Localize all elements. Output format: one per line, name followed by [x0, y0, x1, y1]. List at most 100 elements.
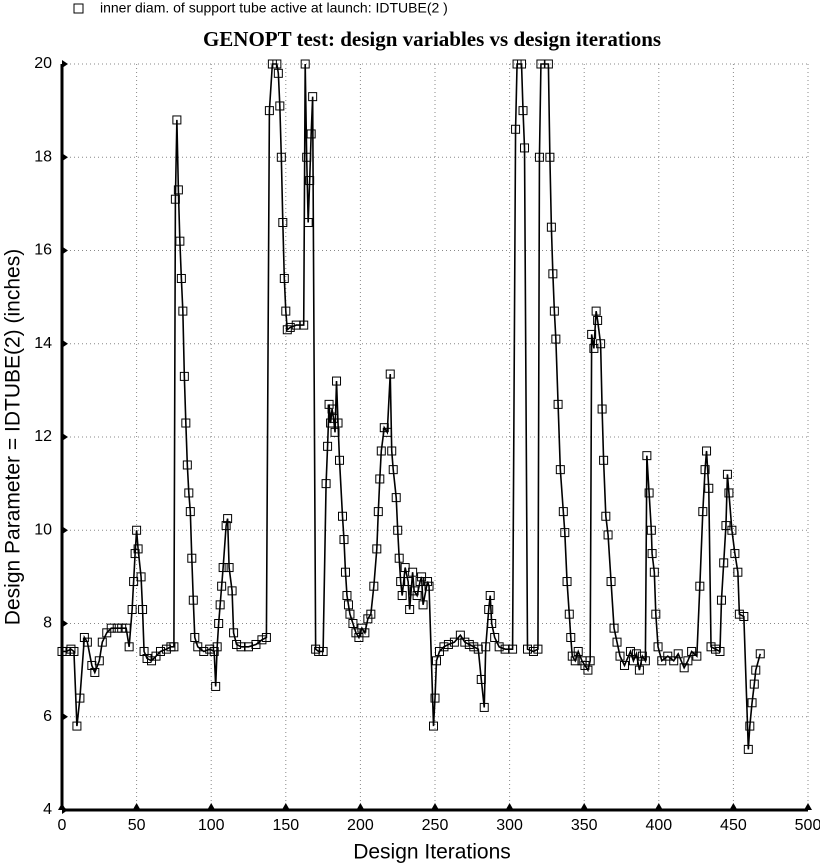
point-marker [603, 530, 613, 540]
point-marker [308, 92, 318, 102]
point-marker [417, 572, 427, 582]
point-marker [188, 595, 198, 605]
point-marker [121, 623, 131, 633]
point-marker [211, 681, 221, 691]
point-marker [583, 665, 593, 675]
y-tick-label: 8 [43, 615, 52, 632]
y-tick-label: 20 [34, 55, 52, 72]
point-marker [722, 469, 732, 479]
point-marker [619, 660, 629, 670]
point-marker [373, 507, 383, 517]
point-marker [393, 525, 403, 535]
point-marker [261, 632, 271, 642]
point-marker [500, 644, 510, 654]
point-marker [375, 474, 385, 484]
point-marker [596, 339, 606, 349]
point-marker [214, 619, 224, 628]
point-marker [640, 656, 650, 666]
point-marker [133, 544, 143, 554]
point-marker [562, 577, 572, 587]
point-marker [318, 646, 328, 656]
x-tick [356, 803, 365, 810]
x-tick-label: 500 [795, 817, 820, 834]
point-marker [551, 334, 561, 344]
point-marker [719, 558, 729, 568]
point-marker [549, 306, 559, 316]
point-marker [215, 600, 225, 610]
point-marker [606, 577, 616, 587]
point-marker [223, 514, 233, 524]
point-marker [473, 644, 483, 654]
point-marker [625, 646, 635, 656]
point-marker [396, 577, 406, 587]
point-marker [281, 306, 291, 316]
point-marker [303, 218, 313, 228]
point-marker [185, 507, 195, 517]
point-marker [129, 577, 139, 587]
point-marker [747, 698, 757, 708]
point-marker [227, 586, 237, 596]
point-marker [545, 152, 555, 162]
point-marker [224, 563, 234, 573]
point-marker [555, 465, 565, 475]
point-marker [173, 185, 183, 195]
point-marker [520, 143, 530, 153]
x-tick-label: 200 [347, 817, 374, 834]
point-marker [209, 646, 219, 656]
point-marker [533, 644, 543, 654]
point-marker [649, 567, 659, 577]
point-marker [430, 693, 440, 703]
point-marker [408, 567, 418, 577]
point-marker [172, 115, 182, 125]
point-marker [609, 623, 619, 633]
point-marker [285, 322, 295, 332]
point-marker [403, 577, 413, 587]
point-marker [343, 600, 353, 610]
point-marker [412, 591, 422, 601]
point-marker [405, 605, 415, 615]
point-marker [580, 660, 590, 670]
point-marker [567, 651, 577, 661]
point-marker [302, 152, 312, 162]
point-marker [244, 642, 253, 652]
point-marker [276, 152, 286, 162]
point-marker [342, 591, 352, 601]
point-marker [692, 651, 702, 661]
point-marker [387, 446, 397, 456]
point-marker [739, 612, 749, 622]
x-axis-label: Design Iterations [353, 841, 511, 864]
y-tick-label: 14 [34, 335, 52, 352]
point-marker [585, 656, 595, 666]
point-marker [182, 460, 192, 470]
point-marker [190, 632, 200, 642]
x-tick-label: 400 [645, 817, 672, 834]
point-marker [372, 544, 382, 554]
point-marker [733, 567, 743, 577]
point-marker [418, 600, 428, 610]
point-marker [443, 639, 453, 649]
point-marker [327, 404, 337, 414]
point-marker [184, 488, 194, 498]
y-tick-label: 18 [34, 148, 52, 165]
point-marker [69, 646, 79, 656]
point-marker [376, 446, 386, 456]
point-marker [311, 644, 321, 654]
point-marker [573, 646, 583, 656]
point-marker [299, 320, 309, 330]
point-marker [236, 642, 246, 652]
point-marker [745, 721, 755, 731]
point-marker [360, 628, 370, 638]
x-tick [431, 803, 439, 810]
point-marker [339, 535, 349, 545]
point-marker [305, 176, 315, 186]
point-marker [354, 632, 364, 642]
point-marker [553, 399, 563, 409]
point-marker [291, 320, 301, 330]
x-tick-label: 50 [128, 817, 146, 834]
point-marker [716, 595, 726, 605]
point-marker [651, 609, 661, 619]
legend-label: inner diam. of support tube active at la… [100, 0, 448, 16]
point-marker [139, 646, 149, 656]
point-marker [634, 665, 644, 675]
point-marker [431, 656, 441, 666]
